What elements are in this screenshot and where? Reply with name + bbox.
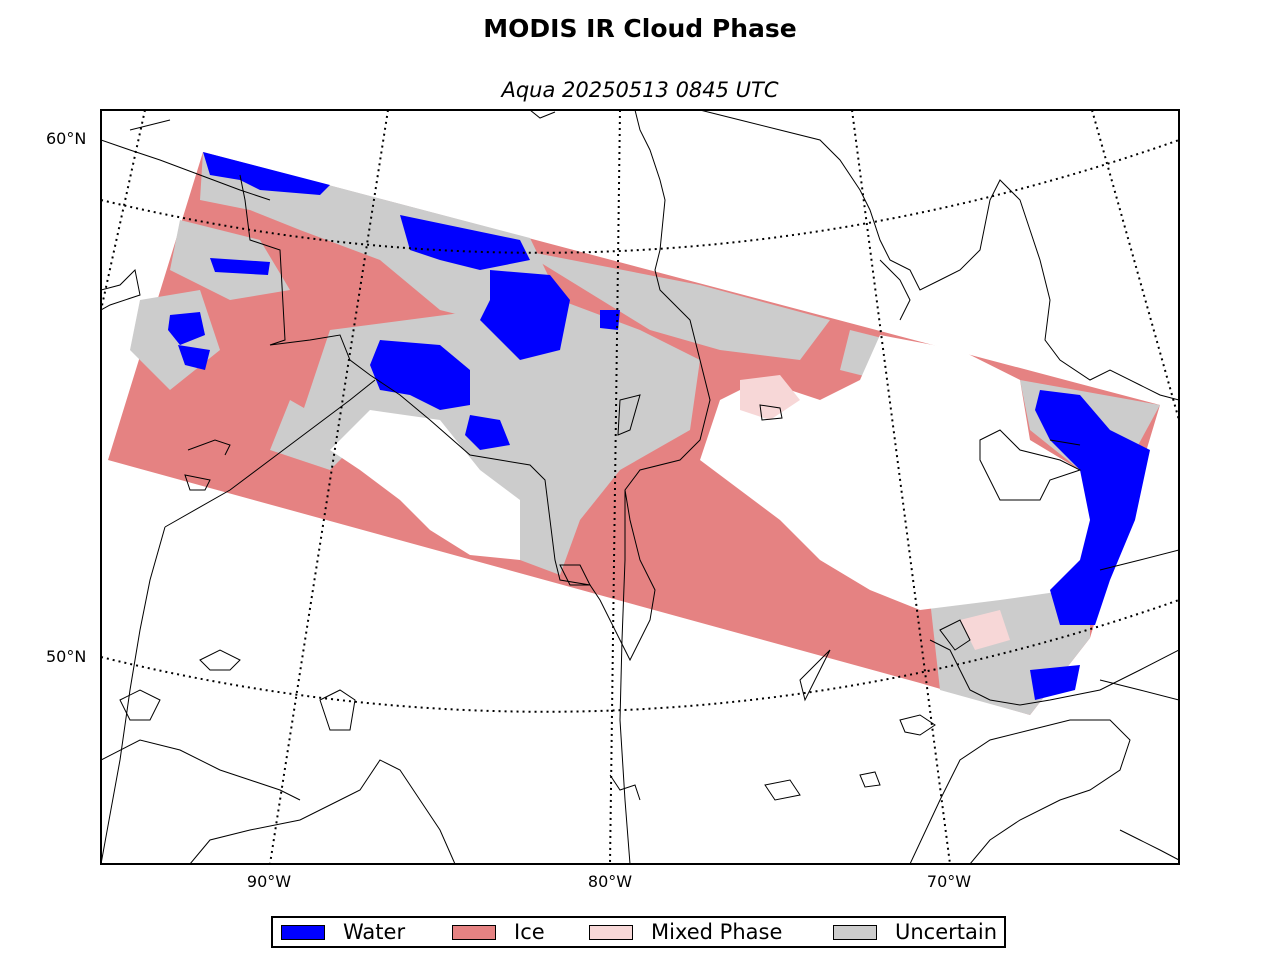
mixed-phase-regions: [740, 375, 1010, 650]
legend-label-mixed-phase: Mixed Phase: [651, 920, 783, 944]
legend: Water Ice Mixed Phase Uncertain: [271, 916, 1006, 948]
legend-swatch-uncertain: [833, 925, 877, 940]
legend-swatch-ice: [452, 925, 496, 940]
water-regions: [168, 152, 1150, 700]
map-subtitle: Aqua 20250513 0845 UTC: [501, 78, 779, 102]
legend-swatch-water: [281, 925, 325, 940]
map-frame: [100, 109, 1180, 865]
legend-swatch-mixed-phase: [589, 925, 633, 940]
clear-regions: [330, 335, 1100, 610]
coastlines: [101, 110, 1179, 864]
legend-label-uncertain: Uncertain: [895, 920, 998, 944]
lat-label-50: 50°N: [46, 647, 87, 666]
lon-label-70w: 70°W: [926, 872, 972, 891]
borders: [101, 379, 1179, 864]
lat-label-60: 60°N: [46, 129, 87, 148]
lon-label-80w: 80°W: [587, 872, 633, 891]
map-title: MODIS IR Cloud Phase: [483, 14, 797, 43]
legend-label-water: Water: [343, 920, 406, 944]
legend-label-ice: Ice: [514, 920, 545, 944]
graticule: [101, 110, 1179, 864]
lon-label-90w: 90°W: [246, 872, 292, 891]
